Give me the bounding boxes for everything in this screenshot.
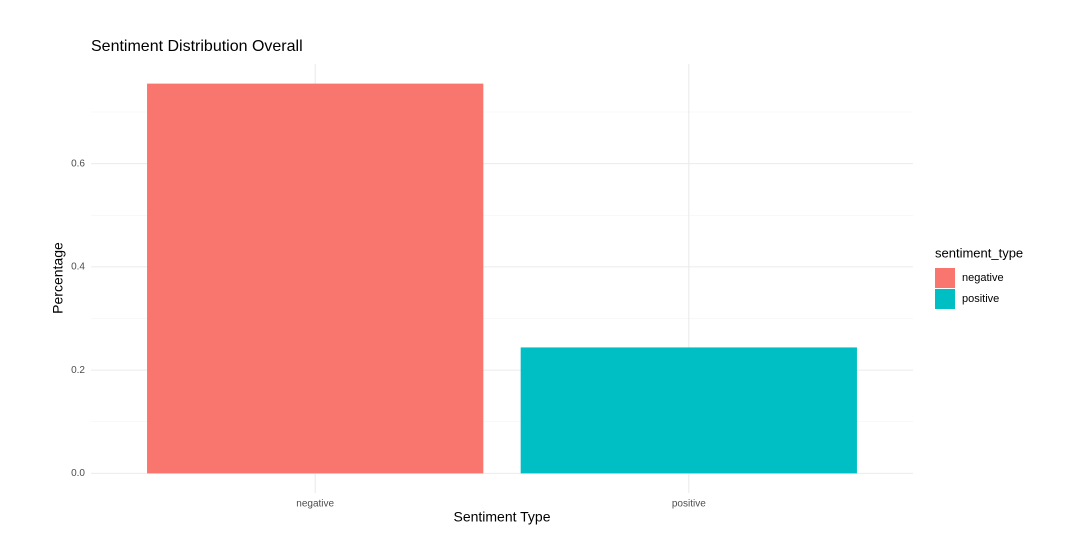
y-axis-title: Percentage: [50, 242, 66, 314]
legend-label: positive: [962, 293, 999, 305]
y-tick-label: 0.4: [71, 262, 85, 273]
bar: [520, 347, 857, 474]
x-tick-label: negative: [296, 499, 334, 510]
legend-label: negative: [962, 272, 1004, 284]
legend-swatch: [935, 268, 955, 288]
x-axis-title: Sentiment Type: [453, 509, 550, 525]
y-tick-label: 0.6: [71, 158, 85, 169]
legend-title: sentiment_type: [935, 245, 1023, 260]
y-tick-label: 0.2: [71, 365, 85, 376]
bar: [147, 83, 484, 474]
y-tick-label: 0.0: [71, 468, 85, 479]
legend-swatch: [935, 289, 955, 309]
chart-title: Sentiment Distribution Overall: [91, 38, 303, 55]
x-tick-label: positive: [672, 499, 706, 510]
